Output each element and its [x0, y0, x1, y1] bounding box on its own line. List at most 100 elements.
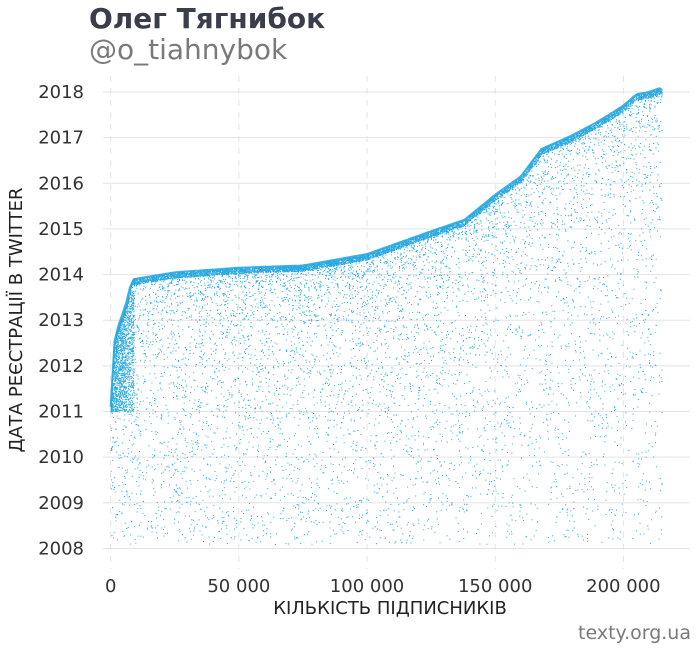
data-point	[595, 435, 596, 437]
data-point	[533, 314, 535, 316]
data-point	[562, 394, 564, 396]
data-point	[611, 229, 612, 231]
data-point	[385, 261, 387, 263]
data-point	[395, 358, 397, 360]
data-point	[349, 340, 351, 342]
data-point	[417, 332, 419, 334]
data-point	[252, 523, 254, 525]
data-point	[633, 189, 635, 191]
data-point	[586, 158, 588, 160]
data-point	[630, 157, 632, 159]
data-point	[535, 339, 536, 341]
data-point	[620, 128, 622, 130]
data-point	[593, 152, 595, 154]
data-point	[472, 260, 474, 262]
data-point	[254, 411, 256, 413]
data-point	[279, 317, 281, 319]
data-point	[409, 382, 411, 384]
data-point	[586, 189, 588, 191]
data-point	[303, 460, 305, 462]
data-point	[348, 286, 350, 288]
data-point	[386, 474, 388, 475]
data-point	[111, 413, 113, 414]
data-point	[466, 300, 468, 302]
data-point	[528, 204, 530, 206]
data-point	[297, 480, 299, 482]
data-point	[208, 286, 210, 288]
data-point	[569, 143, 571, 145]
data-point	[156, 334, 158, 336]
data-point	[129, 504, 131, 506]
data-point	[281, 417, 283, 419]
data-point	[600, 398, 602, 400]
data-point	[223, 381, 224, 383]
data-point	[567, 143, 568, 145]
data-point	[269, 391, 271, 393]
data-point	[316, 402, 318, 404]
data-point	[430, 244, 432, 246]
data-point	[250, 354, 252, 356]
data-point	[389, 265, 391, 267]
data-point	[632, 419, 634, 421]
data-point	[597, 508, 599, 510]
data-point	[314, 415, 316, 417]
data-point	[317, 509, 319, 511]
data-point	[648, 100, 650, 102]
data-point	[497, 334, 498, 336]
data-point	[207, 315, 209, 317]
data-point	[314, 466, 316, 468]
data-point	[429, 375, 431, 377]
data-point	[604, 195, 606, 197]
data-point	[143, 314, 145, 316]
data-point	[397, 497, 398, 499]
data-point	[427, 239, 429, 241]
data-point	[601, 423, 603, 425]
data-point	[499, 426, 501, 428]
data-point	[436, 455, 438, 456]
data-point	[484, 390, 486, 392]
data-point	[341, 259, 343, 260]
data-point	[293, 505, 295, 507]
data-point	[645, 432, 646, 434]
data-point	[348, 403, 350, 405]
data-point	[647, 528, 649, 530]
data-point	[274, 425, 276, 427]
data-point	[244, 281, 245, 283]
data-point	[626, 425, 627, 427]
data-point	[391, 320, 393, 322]
data-point	[655, 510, 657, 512]
data-point	[185, 373, 186, 375]
data-point	[196, 300, 198, 302]
data-point	[604, 436, 606, 438]
data-point	[608, 247, 610, 249]
data-point	[613, 406, 615, 407]
data-point	[151, 466, 153, 468]
data-point	[372, 291, 373, 293]
data-point	[480, 212, 481, 214]
data-point	[173, 385, 175, 387]
data-point	[530, 202, 531, 204]
data-point	[123, 504, 125, 506]
data-point	[148, 294, 150, 296]
data-point	[573, 527, 575, 529]
data-point	[384, 407, 386, 409]
data-point	[186, 384, 188, 386]
data-point	[157, 275, 159, 277]
data-point	[200, 281, 201, 283]
data-point	[519, 270, 521, 271]
data-point	[423, 529, 425, 531]
data-point	[177, 382, 179, 384]
data-point	[271, 413, 272, 414]
data-point	[116, 347, 117, 349]
data-point	[551, 192, 553, 194]
data-point	[652, 186, 654, 188]
data-point	[510, 217, 512, 219]
data-point	[186, 541, 188, 543]
data-point	[616, 379, 618, 380]
data-point	[480, 249, 482, 251]
data-point	[152, 277, 154, 279]
data-point	[530, 539, 532, 541]
data-point	[317, 315, 319, 317]
data-point	[283, 278, 284, 280]
data-point	[373, 424, 375, 426]
